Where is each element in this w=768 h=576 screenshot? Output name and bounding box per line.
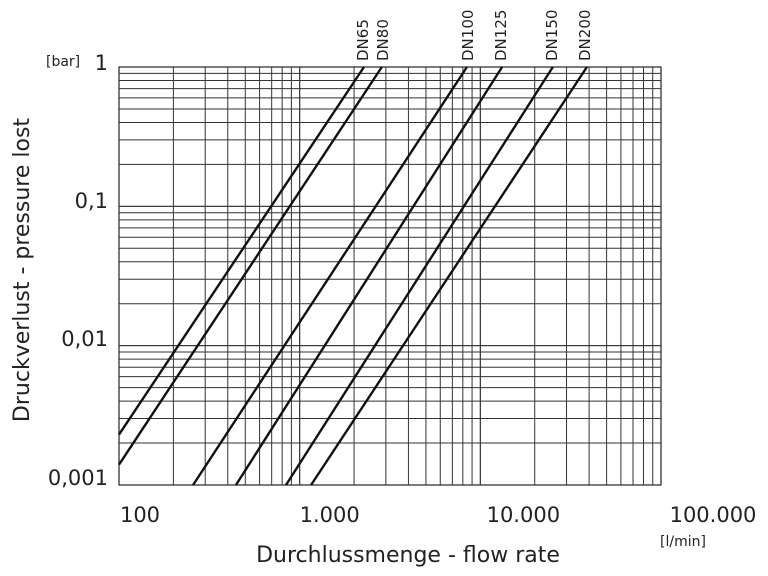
grid <box>118 66 662 486</box>
x-unit-label: [l/min] <box>660 534 706 550</box>
x-axis-title: Durchlussmenge - flow rate <box>256 543 560 568</box>
x-tick-labels: 100 1.000 10.000 100.000 <box>120 503 756 527</box>
series-line-dn100 <box>192 66 468 486</box>
plot-frame <box>118 66 662 486</box>
y-unit-label: [bar] <box>46 54 80 70</box>
y-tick-labels: 1 0,1 0,01 0,001 <box>48 51 108 490</box>
y-tick-label: 0,1 <box>75 189 108 213</box>
x-tick-label: 1.000 <box>300 503 360 527</box>
x-tick-label: 100.000 <box>670 503 757 527</box>
series-label-dn80: DN80 <box>374 19 392 61</box>
series-labels: DN65 DN80 DN100 DN125 DN150 DN200 <box>354 10 594 61</box>
series-label-dn65: DN65 <box>354 19 372 61</box>
y-tick-label: 1 <box>95 51 108 75</box>
series-lines <box>117 66 588 486</box>
y-axis-title: Druckverlust - pressure lost <box>10 118 35 422</box>
series-line-dn200 <box>310 66 588 486</box>
series-line-dn80 <box>117 66 383 466</box>
x-tick-label: 100 <box>120 503 160 527</box>
series-line-dn125 <box>234 66 504 486</box>
series-label-dn200: DN200 <box>576 10 594 61</box>
x-tick-label: 10.000 <box>487 503 560 527</box>
series-label-dn100: DN100 <box>459 10 477 61</box>
series-label-dn125: DN125 <box>492 10 510 61</box>
y-tick-label: 0,001 <box>48 466 108 490</box>
series-line-dn65 <box>118 66 365 436</box>
series-label-dn150: DN150 <box>543 10 561 61</box>
y-tick-label: 0,01 <box>61 327 108 351</box>
series-line-dn150 <box>284 66 554 486</box>
